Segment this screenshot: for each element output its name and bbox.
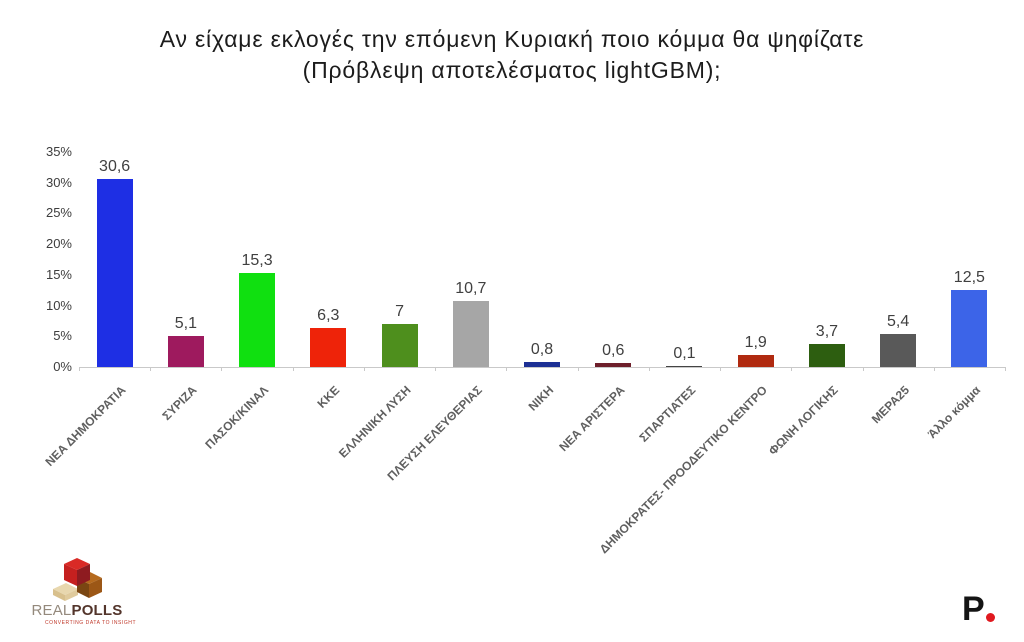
x-axis-tick: [506, 367, 508, 371]
realpolls-logo: REALPOLLS CONVERTING DATA TO INSIGHT: [31, 556, 137, 626]
x-axis-label: ΝΕΑ ΑΡΙΣΤΕΡΑ: [556, 383, 628, 455]
bar: [167, 335, 204, 367]
bar-value-label: 5,4: [887, 312, 910, 330]
realpolls-wordmark: REALPOLLS: [31, 603, 123, 618]
x-axis-line: [79, 367, 1005, 368]
realpolls-cube-icon: [53, 558, 102, 601]
y-axis-label: 25%: [45, 205, 72, 221]
realpolls-word-polls: POLLS: [71, 602, 123, 619]
bar: [951, 290, 988, 367]
x-axis-label: Άλλο κόμμα: [925, 383, 984, 442]
x-axis-tick: [435, 367, 437, 371]
y-axis-label: 5%: [53, 328, 72, 344]
y-axis-label: 15%: [45, 266, 72, 282]
bar: [595, 363, 632, 367]
x-axis-label: ΝΕΑ ΔΗΜΟΚΡΑΤΙΑ: [42, 383, 129, 470]
p-logo-dot-icon: [985, 613, 995, 622]
x-axis-tick: [1005, 367, 1006, 371]
x-axis-label: ΕΛΛΗΝΙΚΗ ΛΥΣΗ: [335, 383, 414, 461]
x-axis-label: ΣΥΡΙΖΑ: [159, 383, 200, 423]
bar-value-label: 1,9: [744, 334, 767, 352]
x-axis-tick: [79, 367, 80, 371]
bar: [239, 273, 276, 367]
bar-value-label: 10,7: [455, 280, 487, 298]
x-axis-tick: [221, 367, 223, 371]
bar-value-label: 0,1: [673, 345, 696, 363]
p-logo: P: [962, 590, 995, 628]
bar: [310, 328, 347, 367]
bar: [666, 366, 703, 367]
x-axis-label: ΣΠΑΡΤΙΑΤΕΣ: [636, 383, 699, 445]
bar: [524, 362, 560, 367]
bar-value-label: 7: [395, 303, 404, 320]
x-axis-label: ΝΙΚΗ: [525, 383, 556, 414]
x-axis-tick: [791, 367, 793, 371]
x-axis-tick: [862, 367, 864, 371]
y-axis-label: 30%: [45, 174, 72, 190]
x-axis-label: ΚΚΕ: [314, 383, 343, 411]
x-axis-tick: [720, 367, 722, 371]
bar-value-label: 15,3: [241, 252, 273, 269]
x-axis-tick: [577, 367, 579, 371]
bar-value-label: 5,1: [174, 314, 197, 332]
y-axis-label: 35%: [45, 144, 72, 159]
x-axis-label: ΔΗΜΟΚΡΑΤΕΣ- ΠΡΟΟΔΕΥΤΙΚΟ ΚΕΝΤΡΟ: [596, 383, 770, 557]
bar-value-label: 12,5: [953, 269, 985, 287]
y-axis-label: 10%: [45, 297, 72, 313]
x-axis-label: ΦΩΝΗ ΛΟΓΙΚΗΣ: [766, 383, 841, 458]
chart-title: Αν είχαμε εκλογές την επόμενη Κυριακή πο…: [0, 24, 1024, 86]
chart-title-line2: (Πρόβλεψη αποτελέσματος lightGBM);: [302, 57, 722, 83]
bar-value-label: 3,7: [815, 323, 839, 341]
x-axis-tick: [933, 367, 935, 371]
y-axis-label: 20%: [45, 236, 72, 252]
bar: [452, 301, 489, 367]
x-axis-tick: [363, 367, 365, 371]
x-axis-tick: [648, 367, 650, 371]
x-axis-label: ΜΕΡΑ25: [868, 383, 913, 427]
bar: [381, 324, 418, 367]
bar-value-label: 30,6: [99, 158, 131, 176]
y-axis-label: 0%: [53, 359, 72, 374]
p-logo-letter: P: [962, 590, 985, 628]
realpolls-tagline: CONVERTING DATA TO INSIGHT: [45, 620, 137, 626]
bar-value-label: 0,8: [530, 341, 554, 359]
x-axis-tick: [292, 367, 294, 371]
bar: [880, 333, 917, 367]
chart-title-line1: Αν είχαμε εκλογές την επόμενη Κυριακή πο…: [159, 26, 865, 52]
x-axis-tick: [150, 367, 152, 371]
realpolls-word-real: REAL: [31, 602, 72, 619]
bar: [808, 344, 845, 367]
bar-value-label: 0,6: [602, 342, 625, 360]
bar: [737, 355, 774, 367]
bar-value-label: 6,3: [317, 307, 340, 325]
bar: [96, 179, 133, 367]
x-axis-label: ΠΑΣΟΚ/ΚΙΝΑΛ: [202, 383, 271, 452]
